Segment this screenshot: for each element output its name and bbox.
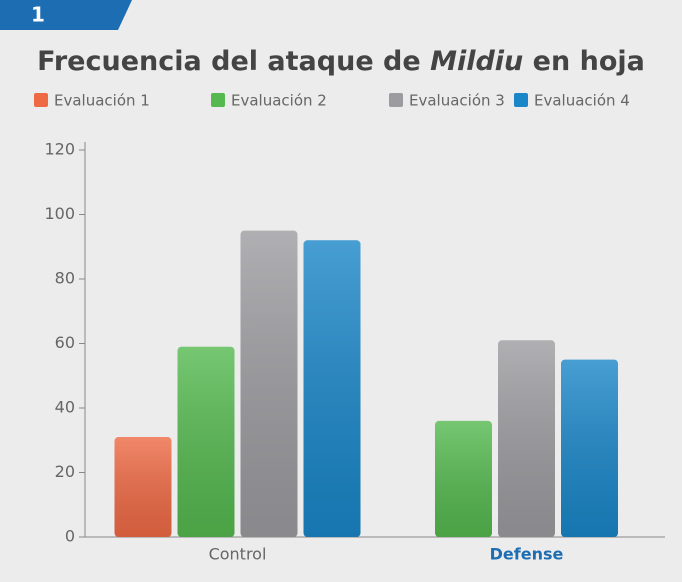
legend-label: Evaluación 4 bbox=[534, 92, 630, 110]
legend-swatch bbox=[211, 93, 225, 107]
y-tick-label: 120 bbox=[44, 140, 75, 159]
bar-shine bbox=[177, 346, 235, 537]
chart-title: Frecuencia del ataque de Mildiu en hoja bbox=[37, 46, 645, 77]
legend-label: Evaluación 2 bbox=[231, 92, 327, 110]
bar-shine bbox=[114, 437, 172, 537]
y-tick-label: 40 bbox=[55, 398, 75, 417]
bar-shine bbox=[498, 340, 555, 537]
bar-shine bbox=[303, 240, 361, 538]
badge: 1 bbox=[31, 3, 45, 27]
x-tick-label: Control bbox=[209, 545, 267, 564]
y-tick-label: 100 bbox=[44, 204, 75, 223]
bar-shine bbox=[561, 359, 618, 537]
y-tick-label: 60 bbox=[55, 333, 75, 352]
legend-swatch bbox=[514, 93, 528, 107]
title-part: Frecuencia del ataque de bbox=[37, 46, 430, 77]
title-part: Mildiu bbox=[430, 46, 523, 77]
bar-shine bbox=[240, 230, 298, 537]
y-tick-label: 0 bbox=[65, 527, 75, 546]
bar-shine bbox=[435, 420, 492, 537]
badge-shape bbox=[0, 0, 132, 30]
legend-swatch bbox=[34, 93, 48, 107]
legend-label: Evaluación 1 bbox=[54, 92, 150, 110]
legend-label: Evaluación 3 bbox=[409, 92, 505, 110]
legend-swatch bbox=[389, 93, 403, 107]
title-part: en hoja bbox=[523, 46, 645, 77]
y-tick-label: 80 bbox=[55, 269, 75, 288]
x-tick-label: Defense bbox=[490, 545, 564, 564]
y-tick-label: 20 bbox=[55, 462, 75, 481]
